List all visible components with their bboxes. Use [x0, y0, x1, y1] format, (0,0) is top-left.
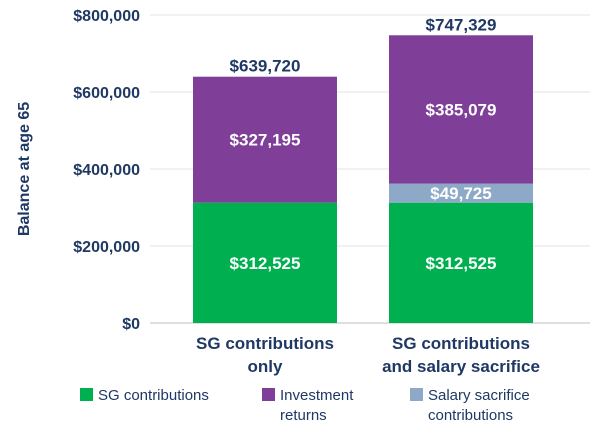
legend-swatch: [262, 388, 275, 401]
bars: $312,525 $327,195 $639,720 $312,525 $49,725 $…: [193, 15, 533, 323]
x-category-label: only: [248, 357, 283, 376]
legend-label: returns: [280, 407, 327, 424]
x-category-label: SG contributions: [392, 334, 530, 353]
bar-total-label: $639,720: [230, 57, 301, 76]
y-tick-label: $600,000: [73, 85, 140, 102]
y-axis: $0 $200,000 $400,000 $600,000 $800,000 Balanc…: [16, 8, 140, 333]
y-tick-label: $800,000: [73, 8, 140, 25]
segment-value-label: $49,725: [430, 184, 491, 203]
x-category-label: and salary sacrifice: [382, 357, 540, 376]
bar-segment: [193, 202, 337, 323]
y-axis-title: Balance at age 65: [16, 102, 33, 236]
legend-label: SG contributions: [98, 387, 209, 404]
segment-value-label: $327,195: [230, 131, 301, 150]
legend-label: Investment: [280, 387, 354, 404]
x-axis: SG contributions only SG contributions and …: [196, 334, 540, 376]
y-tick-label: $0: [122, 316, 140, 333]
bar-segment: [389, 35, 533, 184]
bar-segment: [389, 202, 533, 323]
bar-segment: [193, 76, 337, 203]
y-tick-label: $400,000: [73, 162, 140, 179]
legend-swatch: [80, 388, 93, 401]
legend-label: contributions: [428, 407, 513, 424]
y-tick-label: $200,000: [73, 239, 140, 256]
x-category-label: SG contributions: [196, 334, 334, 353]
legend-label: Salary sacrifice: [428, 387, 530, 404]
legend: SG contributions Investment returns Salary …: [80, 387, 530, 424]
segment-value-label: $312,525: [426, 254, 497, 273]
segment-value-label: $312,525: [230, 254, 301, 273]
segment-value-label: $385,079: [426, 100, 497, 119]
bar-total-label: $747,329: [426, 15, 497, 34]
bar-segment: [389, 183, 533, 203]
legend-swatch: [410, 388, 423, 401]
